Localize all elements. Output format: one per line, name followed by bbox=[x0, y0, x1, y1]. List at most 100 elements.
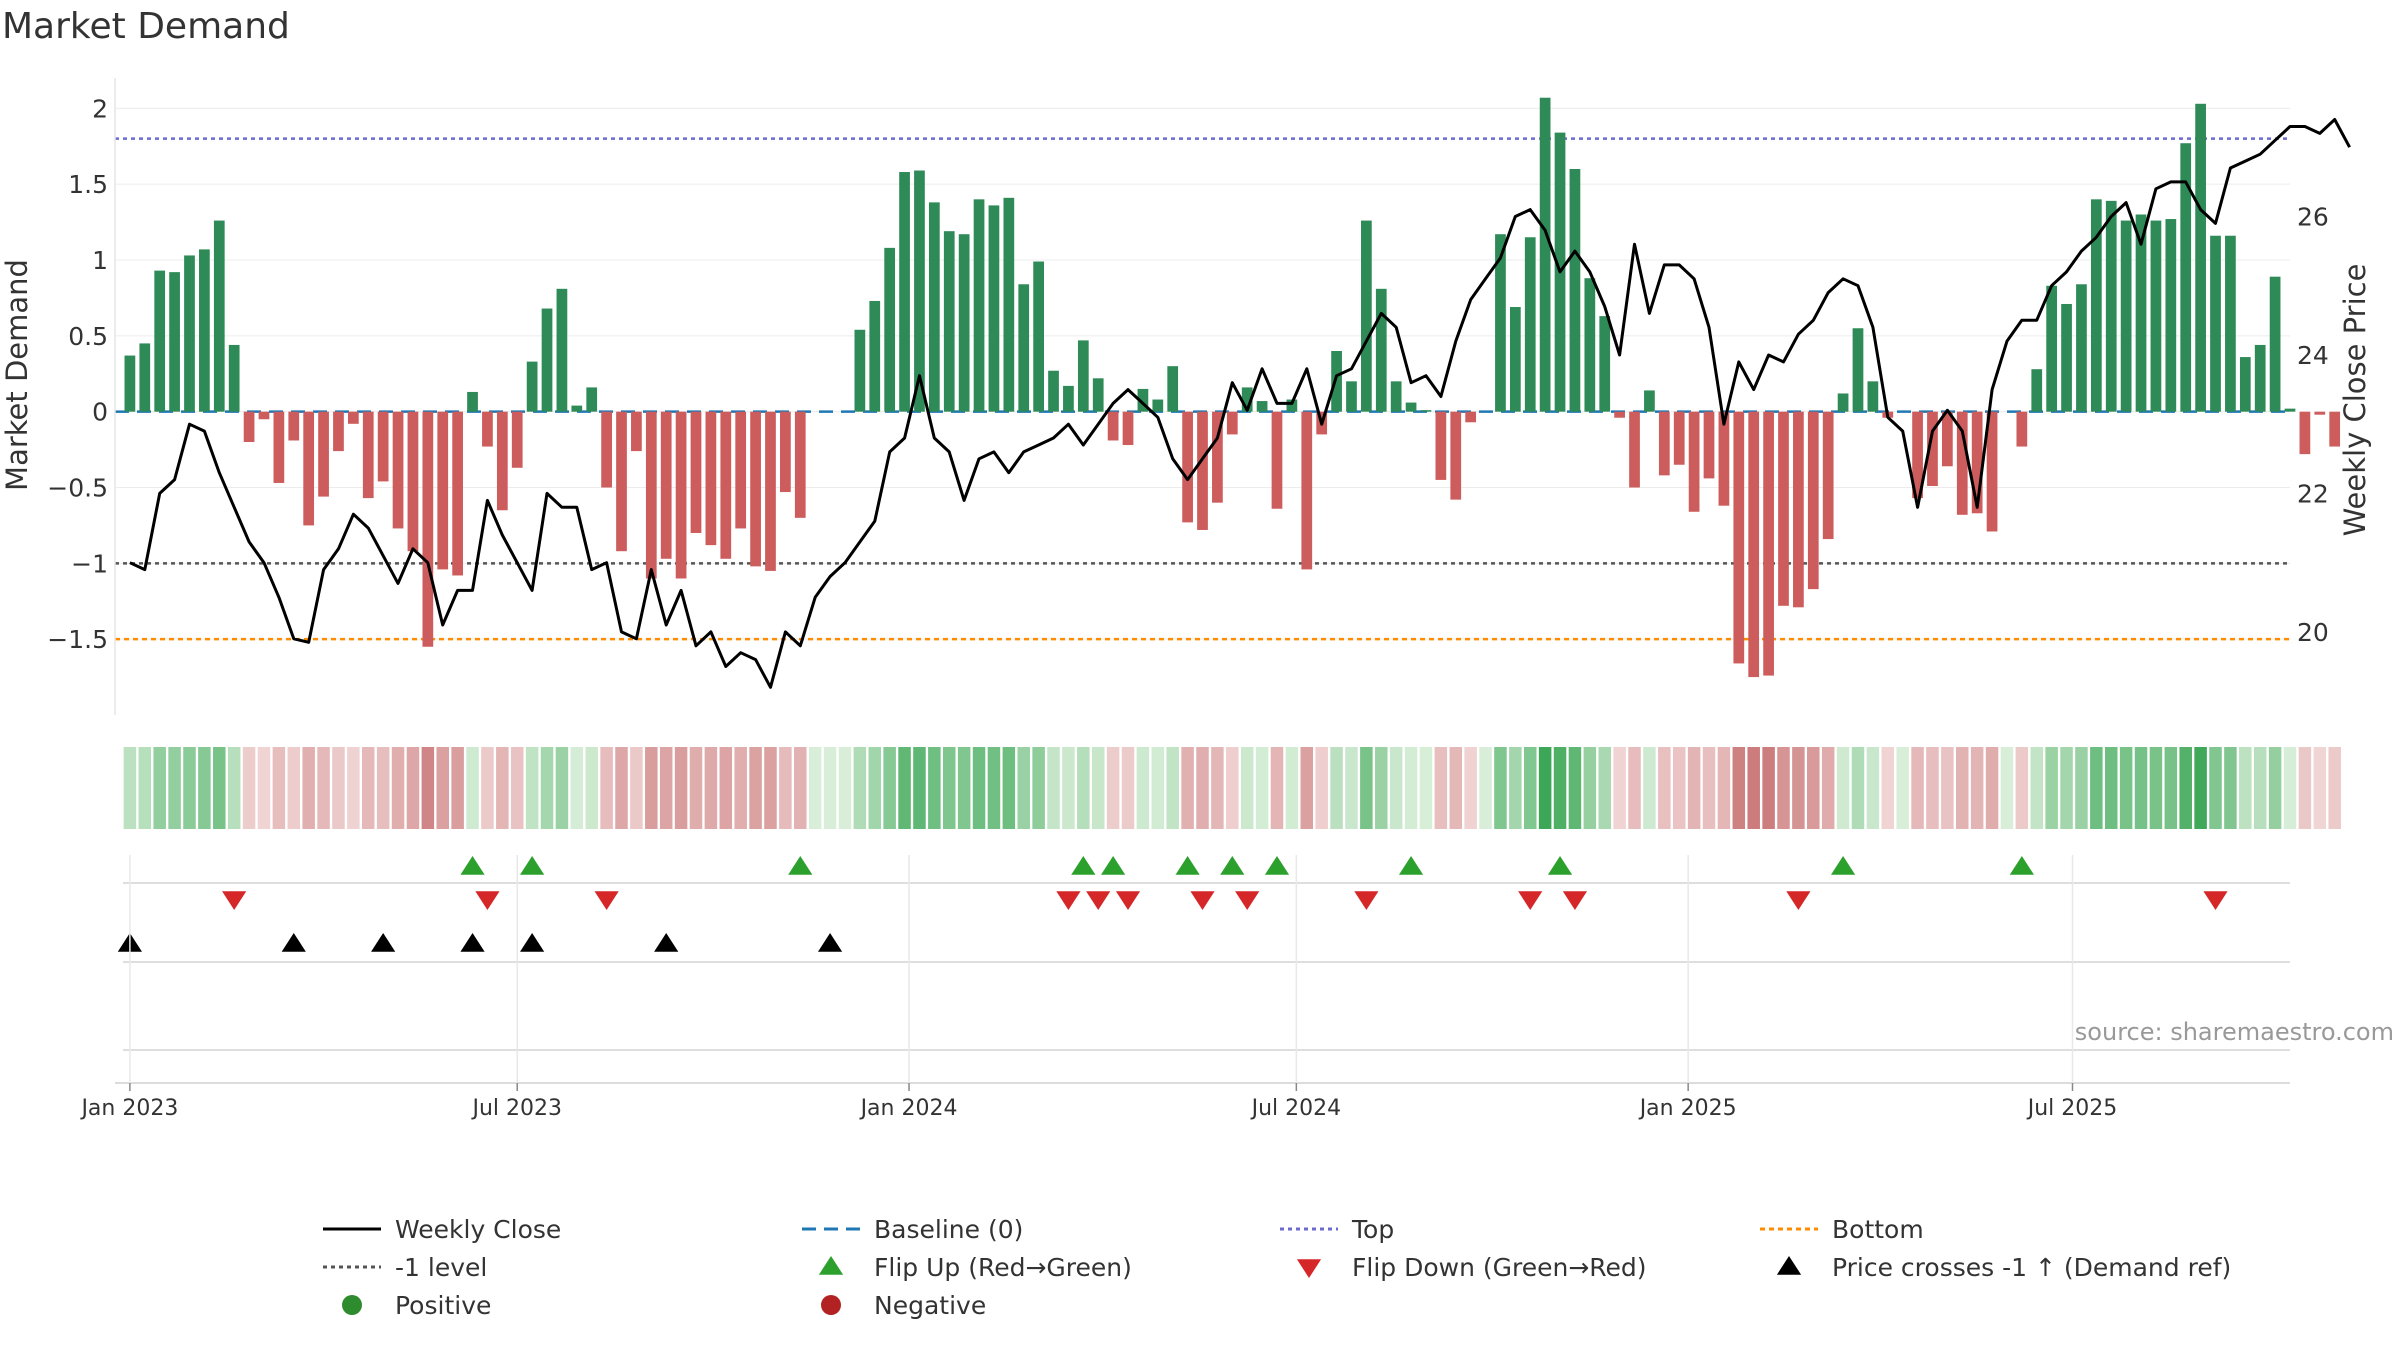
axes: 2 1.5 1 0.5 0 −0.5 −1 −1.5 26 24 22 20 bbox=[47, 78, 2329, 715]
heat-cell bbox=[1032, 747, 1045, 829]
heat-cell bbox=[1330, 747, 1343, 829]
demand-bar bbox=[1763, 411, 1774, 676]
demand-bar bbox=[2016, 411, 2028, 447]
demand-bar bbox=[1599, 316, 1611, 412]
source-label: source: sharemaestro.com bbox=[2075, 1018, 2394, 1046]
demand-bar bbox=[2195, 103, 2206, 412]
flip-down-marker bbox=[222, 891, 247, 910]
y2-tick-label: 22 bbox=[2297, 479, 2329, 508]
y-tick-label: −1.5 bbox=[47, 625, 108, 654]
demand-bar bbox=[1524, 237, 1536, 412]
heat-cell bbox=[1777, 747, 1790, 829]
heat-cell bbox=[347, 747, 360, 829]
heat-cell bbox=[2164, 747, 2178, 829]
heat-cell bbox=[1121, 747, 1135, 829]
flip-up-marker bbox=[1830, 856, 1856, 875]
legend-label: Negative bbox=[874, 1291, 986, 1320]
heat-cell bbox=[1896, 747, 1909, 829]
flip-down-marker bbox=[1518, 891, 1543, 910]
demand-heat-strip bbox=[123, 747, 2341, 829]
heat-cell bbox=[2075, 747, 2088, 829]
demand-bar bbox=[1331, 351, 1342, 412]
heat-cell bbox=[2313, 747, 2327, 829]
demand-bar bbox=[1584, 278, 1596, 412]
demand-bar bbox=[496, 411, 508, 511]
demand-bar bbox=[690, 411, 702, 533]
demand-bar bbox=[988, 205, 1000, 412]
heat-cell bbox=[496, 747, 509, 829]
demand-bar bbox=[1748, 411, 1760, 678]
heat-cell bbox=[1553, 747, 1567, 829]
demand-bar bbox=[1226, 411, 1238, 435]
heat-cell bbox=[317, 747, 330, 829]
y-tick-label: 2 bbox=[92, 94, 108, 123]
demand-bar bbox=[869, 300, 881, 412]
demand-bar bbox=[586, 387, 598, 412]
heat-cell bbox=[1851, 747, 1865, 829]
heat-cell bbox=[749, 747, 762, 829]
heat-cell bbox=[898, 747, 911, 829]
heat-cell bbox=[213, 747, 226, 829]
heat-cell bbox=[1717, 747, 1731, 829]
demand-bar bbox=[1644, 390, 1655, 412]
demand-bar bbox=[1822, 411, 1834, 540]
y-tick-label: 0.5 bbox=[68, 322, 108, 351]
heat-cell bbox=[1419, 747, 1433, 829]
legend-swatch bbox=[342, 1295, 362, 1315]
demand-bar bbox=[1197, 411, 1208, 530]
demand-bar bbox=[1077, 340, 1089, 412]
flip-up-marker bbox=[1175, 856, 1200, 875]
heat-cell bbox=[913, 747, 926, 829]
heat-cell bbox=[1762, 747, 1775, 829]
heat-cell bbox=[1315, 747, 1328, 829]
demand-bar bbox=[243, 411, 255, 442]
heat-cell bbox=[1509, 747, 1522, 829]
heat-cell bbox=[1360, 747, 1373, 829]
demand-bar bbox=[318, 411, 329, 497]
heat-cell bbox=[1523, 747, 1537, 829]
heat-cell bbox=[1911, 747, 1924, 829]
demand-bar bbox=[2135, 214, 2147, 412]
heat-cell bbox=[525, 747, 539, 829]
heat-cell bbox=[1538, 747, 1552, 829]
demand-bar bbox=[1733, 411, 1745, 664]
heat-cell bbox=[2119, 747, 2133, 829]
heat-cell bbox=[287, 747, 301, 829]
heat-cell bbox=[1807, 747, 1820, 829]
heat-cell bbox=[391, 747, 405, 829]
demand-bar bbox=[1167, 366, 1179, 412]
legend-label: Weekly Close bbox=[395, 1215, 561, 1244]
heat-cell bbox=[645, 747, 658, 829]
demand-bar bbox=[1107, 411, 1119, 441]
heat-cell bbox=[168, 747, 181, 829]
demand-bar bbox=[1137, 388, 1149, 412]
demand-bar bbox=[1286, 399, 1298, 412]
heat-cell bbox=[928, 747, 941, 829]
heat-cell bbox=[1285, 747, 1299, 829]
demand-bar bbox=[362, 411, 374, 499]
demand-bar bbox=[2254, 344, 2266, 412]
demand-bar bbox=[437, 411, 449, 570]
demand-bar bbox=[2105, 200, 2117, 412]
price-cross-marker bbox=[460, 933, 485, 952]
heat-cell bbox=[1226, 747, 1239, 829]
y-tick-label: −0.5 bbox=[47, 474, 108, 503]
heat-cell bbox=[1613, 747, 1626, 829]
legend-item: Price crosses -1 ↑ (Demand ref) bbox=[1776, 1253, 2231, 1282]
demand-bar bbox=[1375, 288, 1387, 412]
heat-cell bbox=[808, 747, 822, 829]
flip-up-marker bbox=[1101, 856, 1126, 875]
price-cross-marker bbox=[817, 933, 843, 952]
heat-cell bbox=[1732, 747, 1746, 829]
heat-cell bbox=[1494, 747, 1507, 829]
heat-cell bbox=[1941, 747, 1954, 829]
heat-cell bbox=[1628, 747, 1641, 829]
demand-bar bbox=[1465, 411, 1477, 423]
y2-axis-label: Weekly Close Price bbox=[2338, 264, 2372, 537]
y2-tick-label: 26 bbox=[2297, 202, 2329, 231]
heat-cell bbox=[2298, 747, 2312, 829]
heat-cell bbox=[1881, 747, 1895, 829]
demand-bar bbox=[928, 202, 940, 412]
demand-bar bbox=[720, 411, 732, 559]
